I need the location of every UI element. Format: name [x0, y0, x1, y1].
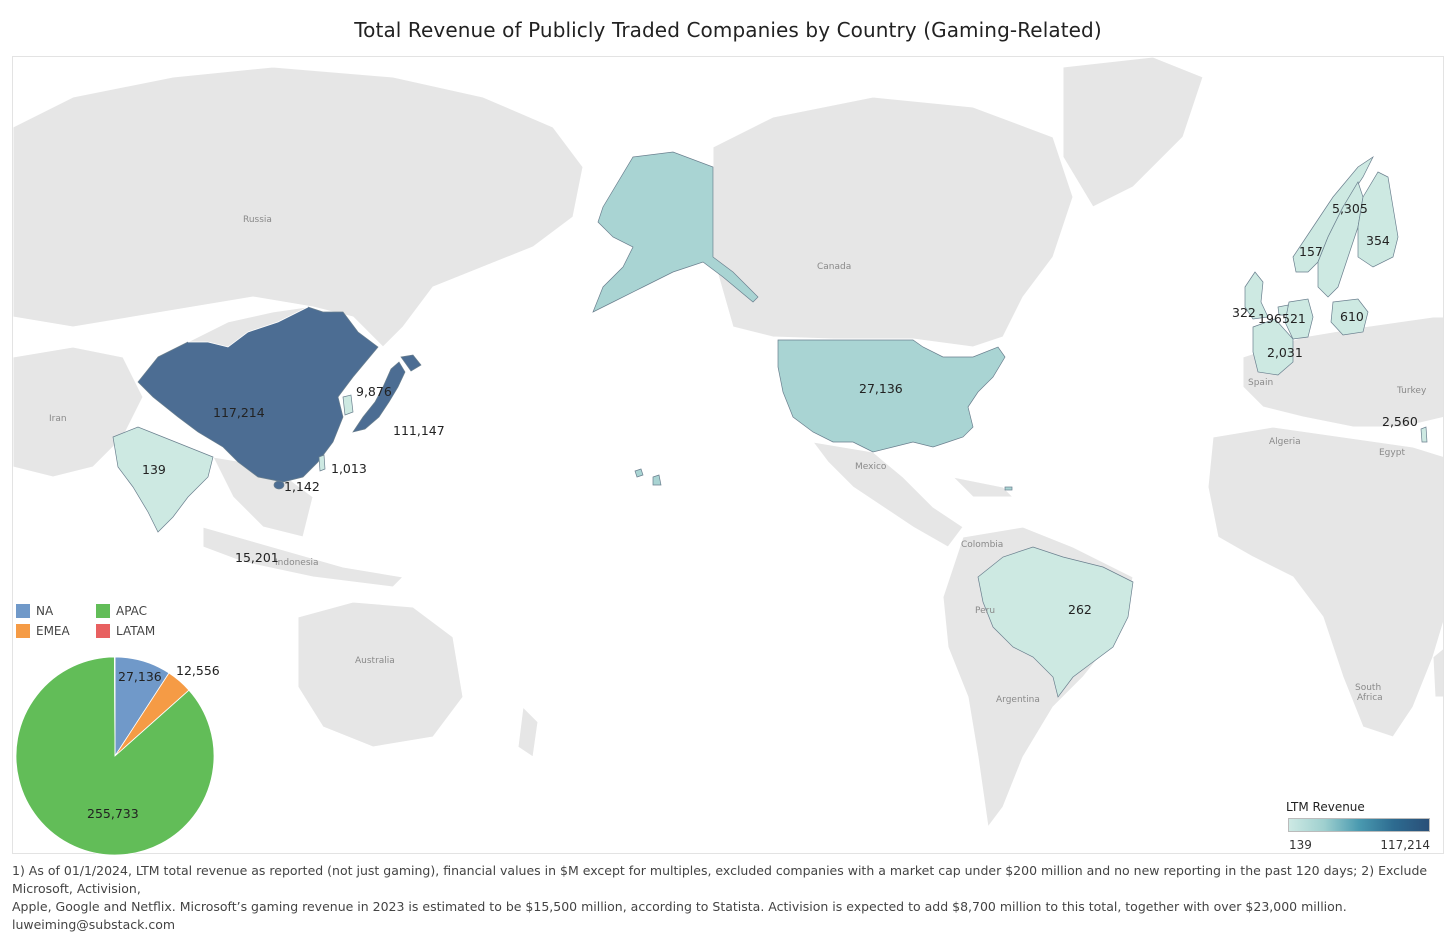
value-south-korea: 9,876	[356, 384, 392, 399]
value-japan: 111,147	[393, 423, 445, 438]
pie-slices	[15, 656, 215, 856]
legend-swatch-emea	[16, 624, 30, 638]
region-legend: NA APAC EMEA LATAM	[14, 602, 214, 646]
value-netherlands: 196	[1258, 311, 1282, 326]
japan-hokkaido	[400, 354, 422, 372]
value-china: 117,214	[213, 405, 265, 420]
uk-region	[1244, 271, 1269, 320]
india-region	[112, 426, 214, 533]
israel-region	[1420, 426, 1428, 443]
legend-item-na: NA	[16, 604, 53, 618]
label-south-africa-2: Africa	[1357, 693, 1383, 703]
chart-title: Total Revenue of Publicly Traded Compani…	[354, 18, 1102, 42]
label-algeria: Algeria	[1269, 437, 1301, 447]
ltm-revenue-legend: LTM Revenue 139 117,214	[1286, 800, 1436, 856]
legend-label-apac: APAC	[116, 604, 148, 618]
france-region	[1252, 318, 1294, 376]
mongolia-land	[187, 306, 309, 348]
pie-label-apac: 255,733	[87, 806, 139, 821]
canada-land	[712, 96, 1074, 348]
ltm-gradient-bar	[1288, 818, 1430, 832]
legend-swatch-apac	[96, 604, 110, 618]
africa-land	[1207, 426, 1443, 738]
hawaii-region	[634, 468, 644, 478]
alaska-region	[592, 151, 759, 313]
value-finland: 354	[1366, 233, 1390, 248]
value-india: 139	[142, 462, 166, 477]
ltm-legend-max: 117,214	[1380, 838, 1430, 852]
value-brazil: 262	[1068, 602, 1092, 617]
puerto-rico-region	[1004, 486, 1013, 491]
label-iran: Iran	[49, 414, 67, 424]
label-south-africa-1: South	[1355, 683, 1381, 693]
usa-region	[777, 339, 1006, 453]
value-sweden: 5,305	[1332, 201, 1368, 216]
mexico-land	[811, 441, 964, 548]
label-colombia: Colombia	[961, 540, 1003, 550]
ltm-legend-min: 139	[1289, 838, 1312, 852]
pie-label-emea: 12,556	[176, 663, 220, 678]
label-australia: Australia	[355, 656, 395, 666]
hong-kong-region	[273, 480, 285, 490]
value-hong-kong: 1,142	[284, 479, 320, 494]
value-singapore: 15,201	[235, 550, 279, 565]
legend-label-na: NA	[36, 604, 54, 618]
nz-land	[517, 705, 539, 758]
value-usa: 27,136	[859, 381, 903, 396]
label-peru: Peru	[975, 606, 995, 616]
taiwan-region	[318, 454, 326, 472]
germany-region	[1284, 298, 1314, 340]
highlighted-countries	[112, 151, 1428, 698]
madagascar-land	[1432, 648, 1443, 698]
value-france: 2,031	[1267, 345, 1303, 360]
ltm-legend-title: LTM Revenue	[1286, 800, 1365, 814]
map-area[interactable]: Russia Canada Mexico Iran Indonesia Aust…	[12, 56, 1444, 854]
label-turkey: Turkey	[1396, 386, 1427, 396]
japan-region	[352, 361, 406, 433]
value-norway: 157	[1299, 244, 1323, 259]
value-labels: 117,214 111,147 9,876 1,013 1,142 139 15…	[142, 201, 1418, 617]
footnote-line-1: 1) As of 01/1/2024, LTM total revenue as…	[12, 863, 1428, 896]
value-taiwan: 1,013	[331, 461, 367, 476]
hawaii-region-2	[652, 474, 662, 486]
value-germany: 521	[1282, 311, 1306, 326]
legend-label-latam: LATAM	[116, 624, 156, 638]
greenland-land	[1062, 57, 1204, 208]
legend-swatch-na	[16, 604, 30, 618]
pie-slice-latam[interactable]	[114, 656, 116, 757]
label-argentina: Argentina	[996, 695, 1040, 705]
footnote-line-2: Apple, Google and Netflix. Microsoft’s g…	[12, 899, 1347, 932]
value-uk: 322	[1232, 305, 1256, 320]
australia-land	[297, 601, 464, 748]
label-canada: Canada	[817, 262, 851, 272]
indonesia-land	[202, 526, 405, 588]
label-spain: Spain	[1248, 378, 1273, 388]
value-poland: 610	[1340, 309, 1364, 324]
footnote: 1) As of 01/1/2024, LTM total revenue as…	[12, 862, 1442, 934]
finland-region	[1357, 171, 1399, 268]
caribbean-land	[951, 476, 1015, 498]
brazil-region	[977, 546, 1134, 698]
legend-label-emea: EMEA	[36, 624, 70, 638]
value-israel: 2,560	[1382, 414, 1418, 429]
label-russia: Russia	[243, 215, 272, 225]
label-egypt: Egypt	[1379, 448, 1405, 458]
legend-item-emea: EMEA	[16, 624, 70, 638]
label-mexico: Mexico	[855, 462, 887, 472]
pie-label-na: 27,136	[118, 669, 162, 684]
world-map: Russia Canada Mexico Iran Indonesia Aust…	[13, 57, 1443, 829]
legend-item-latam: LATAM	[96, 624, 155, 638]
label-indonesia: Indonesia	[275, 558, 319, 568]
legend-item-apac: APAC	[96, 604, 147, 618]
region-pie-chart[interactable]: 27,136 12,556 255,733	[0, 650, 230, 910]
south-korea-region	[342, 394, 354, 416]
russia-land	[13, 66, 584, 348]
poland-region	[1330, 298, 1369, 336]
legend-swatch-latam	[96, 624, 110, 638]
place-labels: Russia Canada Mexico Iran Indonesia Aust…	[49, 215, 1427, 705]
